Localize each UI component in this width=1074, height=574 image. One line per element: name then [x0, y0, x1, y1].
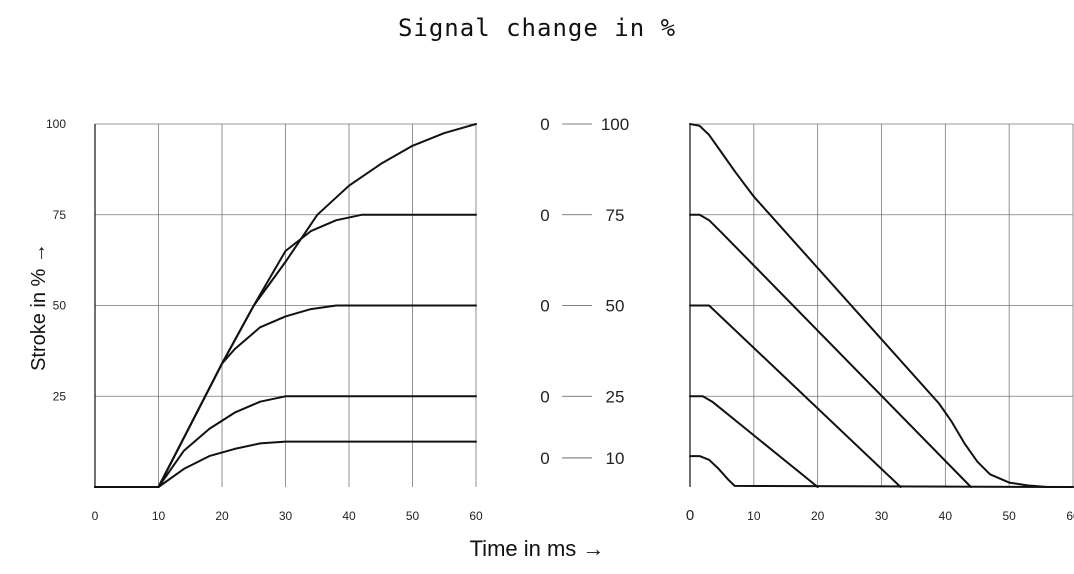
right-series-line-1 — [689, 123, 1074, 488]
right-x-tick-label: 20 — [811, 509, 825, 523]
right-x-tick-label: 10 — [747, 509, 761, 523]
left-y-tick-label: 75 — [53, 208, 67, 222]
right-x-tick-label: 50 — [1002, 509, 1016, 523]
left-x-tick-label: 10 — [152, 509, 166, 523]
left-x-tick-label: 50 — [406, 509, 420, 523]
signal-end-label: 100 — [601, 115, 629, 134]
left-series-line-5 — [94, 440, 477, 488]
right-series-line-3 — [689, 304, 902, 488]
signal-start-label: 0 — [540, 387, 549, 406]
signal-start-label: 0 — [540, 297, 549, 316]
left-x-tick-label: 30 — [279, 509, 293, 523]
x-axis-label: Time in ms → — [469, 536, 605, 561]
left-x-tick-label: 20 — [215, 509, 229, 523]
right-series-line-5 — [689, 455, 1074, 488]
left-y-tick-label: 50 — [53, 299, 67, 313]
right-x-tick-label: 30 — [875, 509, 889, 523]
signal-end-label: 25 — [606, 387, 625, 406]
left-series-line-3 — [94, 304, 477, 488]
signal-start-label: 0 — [540, 206, 549, 225]
right-series-line-4 — [689, 395, 819, 488]
left-x-tick-label: 60 — [469, 509, 483, 523]
left-x-tick-label: 40 — [342, 509, 356, 523]
signal-end-label: 50 — [606, 297, 625, 316]
signal-end-label: 10 — [606, 449, 625, 468]
left-y-tick-label: 100 — [46, 117, 66, 131]
right-x-tick-label: 60 — [1066, 509, 1074, 523]
left-series-line-4 — [94, 395, 477, 488]
signal-start-label: 0 — [540, 115, 549, 134]
right-x-tick-label: 0 — [686, 507, 694, 524]
signal-end-label: 75 — [606, 206, 625, 225]
left-x-tick-label: 0 — [92, 509, 99, 523]
chart-title: Signal change in % — [397, 14, 677, 42]
signal-start-label: 0 — [540, 449, 549, 468]
left-y-tick-label: 25 — [53, 389, 67, 403]
right-x-tick-label: 40 — [939, 509, 953, 523]
right-series-line-2 — [689, 213, 972, 488]
